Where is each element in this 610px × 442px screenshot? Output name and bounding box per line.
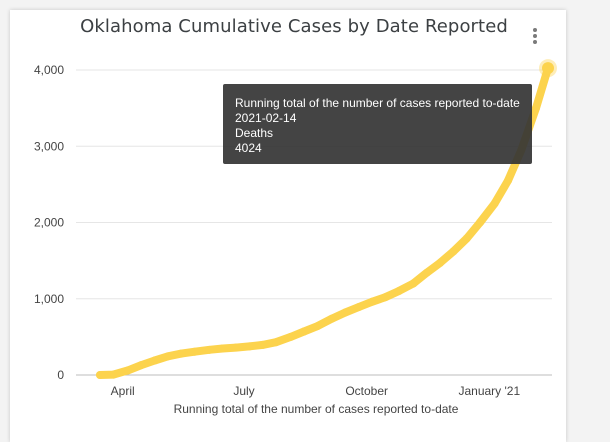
data-point[interactable] xyxy=(368,297,376,306)
data-point[interactable] xyxy=(109,370,118,379)
data-point[interactable] xyxy=(232,343,240,352)
data-point[interactable] xyxy=(96,371,104,379)
y-tick-label: 0 xyxy=(57,368,64,382)
tooltip-series-label: Running total of the number of cases rep… xyxy=(235,96,520,110)
data-point[interactable] xyxy=(462,234,471,243)
data-point[interactable] xyxy=(394,287,403,296)
x-tick-label: July xyxy=(233,384,254,398)
data-point[interactable] xyxy=(150,356,159,365)
more-options-icon[interactable] xyxy=(528,25,542,45)
chart-title: Oklahoma Cumulative Cases by Date Report… xyxy=(80,16,508,37)
data-point[interactable] xyxy=(476,218,484,227)
hovered-data-point[interactable] xyxy=(542,62,554,75)
data-point[interactable] xyxy=(190,347,199,356)
data-point[interactable] xyxy=(449,247,458,256)
data-point[interactable] xyxy=(272,338,280,347)
data-tooltip: Running total of the number of cases rep… xyxy=(223,84,532,164)
data-point[interactable] xyxy=(409,279,418,288)
data-point[interactable] xyxy=(137,361,146,370)
data-point[interactable] xyxy=(504,176,512,185)
data-point[interactable] xyxy=(422,268,431,277)
y-tick-label: 1,000 xyxy=(34,292,64,306)
data-point[interactable] xyxy=(354,303,363,312)
x-tick-label: October xyxy=(345,384,388,398)
data-point[interactable] xyxy=(341,308,350,317)
data-point[interactable] xyxy=(490,199,499,208)
data-point[interactable] xyxy=(177,349,186,358)
data-point[interactable] xyxy=(381,293,390,302)
data-point[interactable] xyxy=(436,258,444,267)
data-point[interactable] xyxy=(218,344,227,353)
data-point[interactable] xyxy=(328,314,336,323)
x-axis-label: Running total of the number of cases rep… xyxy=(174,402,459,416)
y-tick-label: 2,000 xyxy=(34,216,64,230)
tooltip-date: 2021-02-14 xyxy=(235,111,297,125)
data-point[interactable] xyxy=(286,332,295,341)
data-point[interactable] xyxy=(245,342,254,351)
series-path xyxy=(96,64,552,379)
data-point[interactable] xyxy=(164,352,172,361)
tooltip-value: 4024 xyxy=(235,141,262,155)
x-tick-label: January '21 xyxy=(458,384,520,398)
data-point[interactable] xyxy=(300,327,308,336)
series-line xyxy=(96,59,557,379)
y-tick-label: 3,000 xyxy=(34,139,64,153)
data-point[interactable] xyxy=(313,322,322,331)
data-point[interactable] xyxy=(532,104,540,113)
y-axis-ticks: 0 1,000 2,000 3,000 4,000 xyxy=(34,63,64,382)
x-tick-label: April xyxy=(111,384,135,398)
x-axis-ticks: April July October January '21 xyxy=(111,384,521,398)
tooltip-metric: Deaths xyxy=(235,126,274,140)
data-point[interactable] xyxy=(205,345,214,354)
data-point[interactable] xyxy=(124,366,132,375)
data-point[interactable] xyxy=(258,340,267,349)
y-tick-label: 4,000 xyxy=(34,63,64,77)
